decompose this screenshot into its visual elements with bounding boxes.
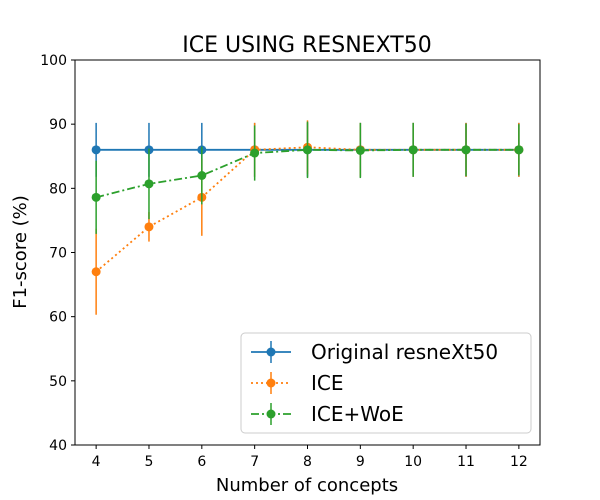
y-tick-label: 70 [49,246,67,262]
legend-marker [266,409,276,419]
data-point [91,267,101,277]
data-point [250,148,260,158]
ticks-layer: 4 5 6 7 8 9 10 11 12 40 50 60 70 80 90 100 [40,53,528,470]
x-tick-label: 5 [145,454,154,470]
x-tick-label: 11 [457,454,475,470]
data-point [514,145,524,155]
chart-title: ICE USING RESNEXT50 [182,33,431,58]
legend-marker [266,347,276,357]
x-tick-label: 9 [356,454,365,470]
x-tick-label: 7 [250,454,259,470]
data-point [144,222,154,232]
y-tick-label: 80 [49,181,67,197]
legend-marker [266,378,276,388]
legend: Original resneXt50 ICE ICE+WoE [240,332,532,434]
x-tick-label: 8 [303,454,312,470]
data-point [303,145,312,155]
y-axis-label: F1-score (%) [10,195,31,309]
x-tick-label: 4 [92,454,101,470]
data-point [91,145,101,155]
legend-box [240,332,532,434]
data-point [197,171,207,180]
legend-label: ICE+WoE [311,402,404,426]
y-tick-label: 50 [49,374,67,390]
x-tick-label: 10 [404,454,422,470]
data-point [461,145,471,155]
y-tick-label: 90 [49,117,67,133]
x-axis-label: Number of concepts [216,475,398,496]
data-point [144,179,154,189]
series-layer [91,120,524,315]
y-tick-label: 60 [49,310,67,326]
y-tick-label: 100 [40,53,67,69]
series-2 [91,121,524,234]
x-tick-label: 12 [510,454,528,470]
series-line [95,148,519,199]
data-point [408,145,418,155]
y-tick-label: 40 [49,438,67,454]
x-tick-label: 6 [197,454,206,470]
data-point [355,145,365,155]
legend-label: ICE [311,371,344,395]
legend-label: Original resneXt50 [311,340,498,364]
data-point [91,192,101,202]
